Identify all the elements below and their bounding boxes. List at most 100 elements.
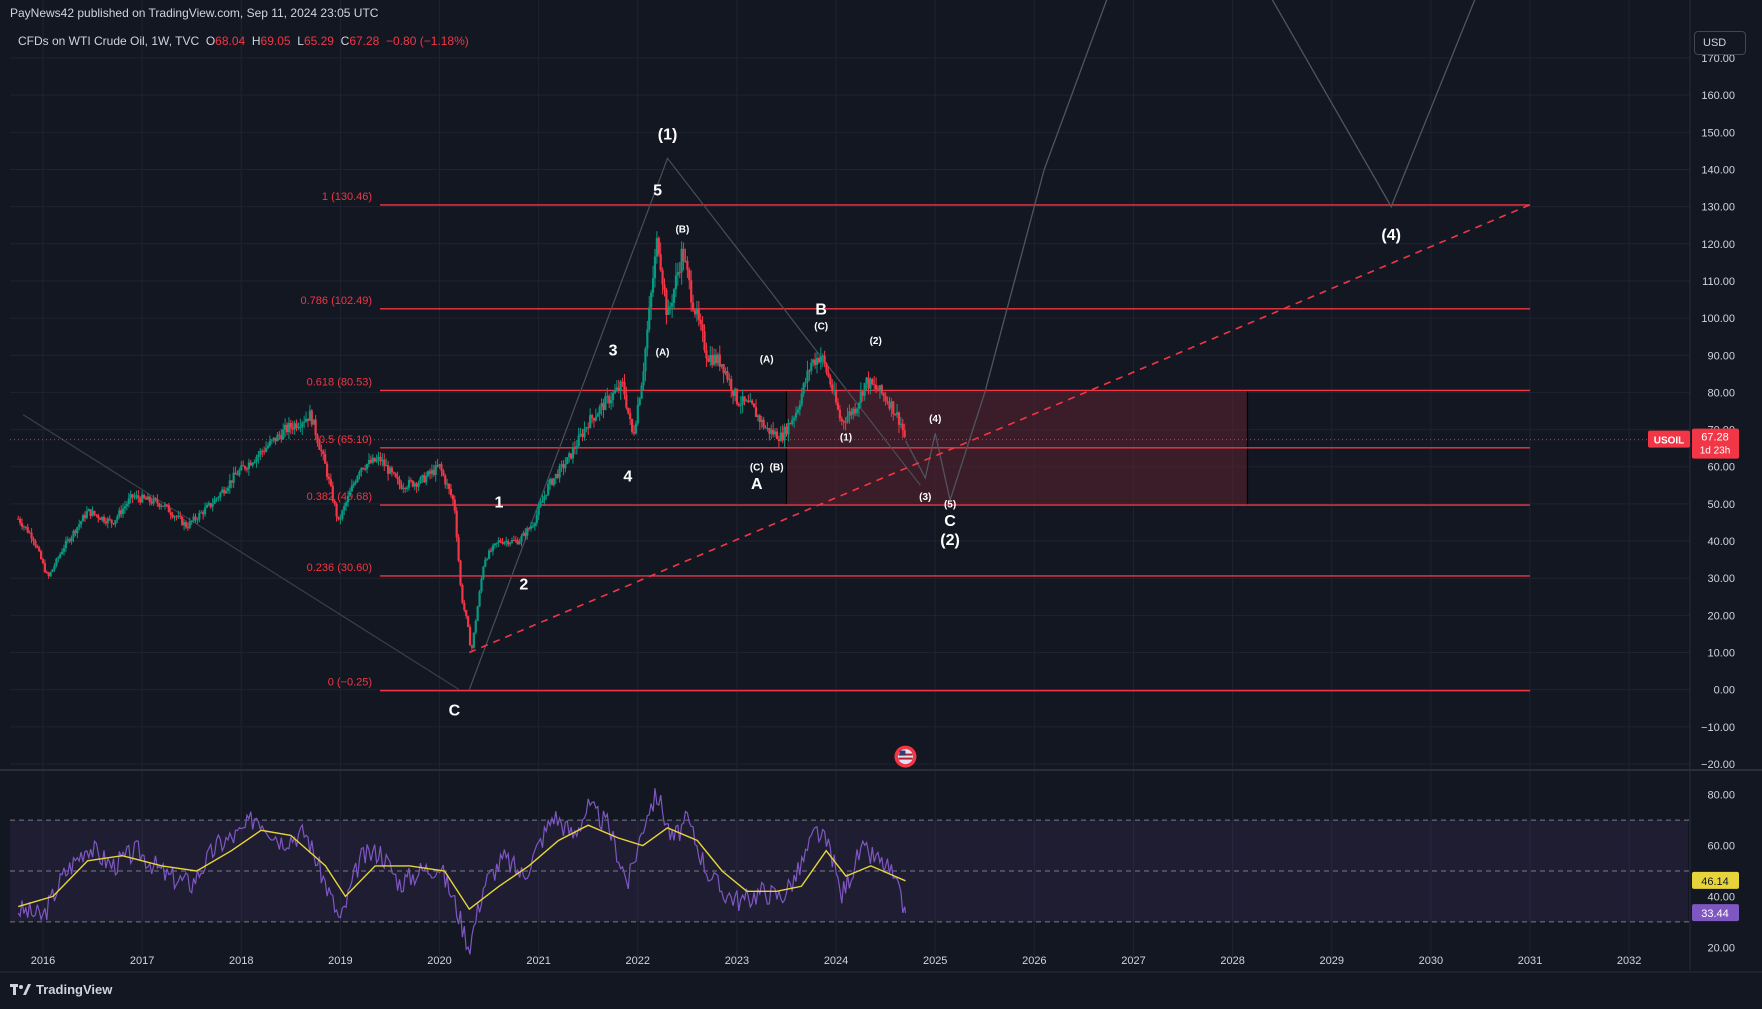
candle-body: [613, 390, 617, 394]
candle-body: [322, 451, 325, 455]
candle-body: [282, 429, 285, 440]
candle-body: [110, 519, 113, 524]
candle-body: [102, 516, 106, 522]
candle-body: [569, 453, 573, 459]
tv-logo-icon: [10, 983, 31, 995]
price-tick-label: 150.00: [1701, 127, 1735, 139]
candle-body: [436, 465, 439, 467]
candle-body: [20, 523, 24, 527]
candle-body: [421, 475, 424, 478]
candle-body: [91, 510, 94, 517]
rsi-ma-value: 46.14: [1701, 876, 1729, 888]
candle-body: [419, 477, 422, 484]
candle-body: [598, 407, 601, 414]
candle-body: [375, 459, 378, 462]
currency-button[interactable]: USD: [1694, 31, 1746, 55]
candle-body: [293, 423, 296, 430]
rsi-ma-line[interactable]: [18, 824, 906, 911]
candle-body: [432, 469, 435, 475]
candle-body: [413, 483, 416, 487]
candle-body: [468, 626, 472, 646]
low-value: 65.29: [303, 34, 334, 48]
candle-body: [754, 407, 758, 418]
wave-label: (B): [770, 462, 784, 473]
candle-body: [453, 499, 456, 511]
candle-body: [337, 516, 340, 519]
candle-body: [385, 465, 388, 467]
candle-body: [64, 540, 67, 549]
candle-body: [701, 324, 704, 332]
candle-body: [482, 566, 485, 579]
projection-path[interactable]: [904, 0, 1124, 503]
decline-line[interactable]: [22, 414, 460, 691]
candle-body: [762, 419, 765, 428]
candle-body: [381, 459, 384, 462]
candle-body: [123, 506, 127, 509]
candle-body: [720, 364, 723, 367]
candle-body: [444, 475, 447, 485]
candle-body: [855, 408, 859, 414]
candle-body: [62, 548, 66, 552]
candle-body: [97, 515, 100, 519]
candle-body: [228, 480, 231, 489]
candle-body: [678, 272, 681, 274]
candle-body: [794, 412, 798, 418]
price-tick-label: −10.00: [1701, 722, 1735, 734]
tradingview-logo[interactable]: TradingView: [10, 982, 112, 997]
candle-body: [190, 521, 193, 523]
candle-body: [897, 412, 901, 425]
price-tick-label: −20.00: [1701, 759, 1735, 771]
high-value: 69.05: [260, 34, 291, 48]
dashed-trendline[interactable]: [468, 204, 1531, 654]
us-flag-event-icon[interactable]: [894, 745, 917, 768]
wave-label: (B): [675, 225, 689, 236]
candle-body: [697, 308, 700, 320]
candle-body: [783, 426, 786, 441]
candle-body: [472, 632, 475, 648]
candle-body: [770, 429, 773, 434]
candle-body: [871, 378, 874, 385]
candle-body: [34, 540, 37, 546]
candle-body: [66, 539, 69, 541]
candle-body: [388, 467, 392, 474]
candle-body: [842, 421, 845, 423]
candle-body: [348, 491, 352, 496]
candle-body: [352, 483, 355, 486]
candle-body: [76, 527, 79, 534]
candle-body: [552, 478, 556, 485]
candle-body: [810, 362, 813, 371]
candle-body: [230, 480, 233, 483]
candle-body: [587, 427, 590, 429]
candle-body: [467, 616, 470, 627]
time-tick-label: 2025: [923, 955, 947, 967]
candle-body: [85, 511, 88, 519]
candle-body: [114, 519, 117, 525]
candle-body: [651, 278, 655, 293]
fib-level-label: 0.618 (80.53): [307, 376, 372, 388]
price-tick-label: 130.00: [1701, 202, 1735, 214]
wave-label: 3: [609, 342, 618, 359]
last-price-badge[interactable]: [1692, 428, 1739, 459]
candle-body: [579, 433, 582, 436]
candle-body: [345, 502, 348, 506]
candle-body: [531, 526, 535, 528]
candle-body: [693, 310, 697, 315]
candle-body: [232, 472, 235, 483]
last-price-countdown: 1d 23h: [1700, 446, 1731, 457]
candle-body: [148, 496, 151, 502]
candle-body: [72, 530, 75, 538]
time-tick-label: 2029: [1319, 955, 1343, 967]
candle-body: [772, 429, 775, 435]
candle-body: [364, 468, 367, 470]
candle-body: [848, 411, 851, 417]
wave-label: (2): [940, 532, 960, 549]
candle-body: [202, 512, 205, 515]
elliott-outline[interactable]: [468, 157, 921, 690]
candle-body: [743, 396, 746, 402]
candle-body: [425, 475, 428, 483]
projection-path-2[interactable]: [1252, 0, 1490, 209]
candle-body: [533, 523, 536, 527]
candle-body: [488, 550, 491, 559]
candle-body: [299, 426, 302, 428]
